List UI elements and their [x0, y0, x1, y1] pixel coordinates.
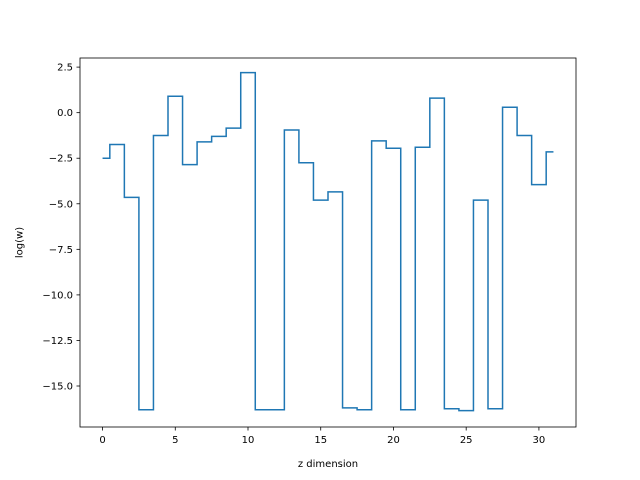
axes-frame [79, 57, 577, 428]
x-tick-label: 25 [460, 435, 473, 446]
x-tick-label: 15 [314, 435, 327, 446]
x-tick-label: 10 [242, 435, 255, 446]
y-tick-label: −2.5 [49, 154, 73, 165]
y-axis-label: log(w) [15, 227, 26, 258]
y-tick-label: −5.0 [49, 199, 73, 210]
x-axis-ticks: 0 5 10 15 20 25 30 [99, 427, 545, 446]
y-tick-label: −15.0 [42, 382, 73, 393]
x-tick-label: 0 [99, 435, 105, 446]
x-tick-label: 20 [387, 435, 400, 446]
x-tick-label: 30 [533, 435, 546, 446]
x-axis-label: z dimension [298, 459, 358, 470]
y-tick-label: 2.5 [57, 63, 73, 74]
y-tick-label: −12.5 [42, 336, 73, 347]
y-tick-label: −10.0 [42, 290, 73, 301]
x-tick-label: 5 [172, 435, 178, 446]
y-tick-label: −7.5 [49, 245, 73, 256]
y-tick-label: 0.0 [57, 108, 73, 119]
series-layer [102, 71, 554, 412]
y-axis-ticks: 2.5 0.0 −2.5 −5.0 −7.5 −10.0 −12.5 −15.0 [42, 63, 80, 393]
series-line-0 [102, 71, 554, 412]
